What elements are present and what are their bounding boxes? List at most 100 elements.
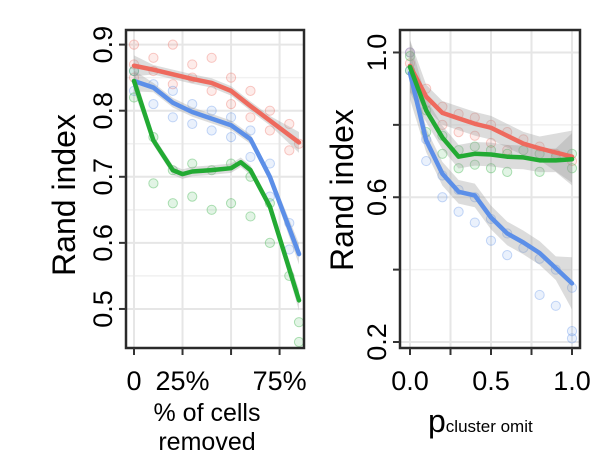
data-point [421, 155, 432, 167]
data-point [469, 159, 480, 170]
data-point [437, 192, 448, 203]
trend-line [131, 63, 302, 145]
x-tick-label: 75% [253, 366, 307, 396]
data-point [437, 119, 448, 130]
data-point [167, 85, 178, 96]
data-point [264, 125, 275, 136]
panel-left: 0.5 0.6 0.7 0.8 0.9 0 25% 75% Rand index % of c… [46, 26, 307, 456]
data-point [245, 151, 256, 163]
data-point [187, 118, 198, 130]
data-point [245, 85, 256, 96]
data-point [128, 39, 140, 50]
data-point [469, 217, 480, 228]
data-point [485, 137, 497, 149]
y-tick-label: 0.5 [88, 290, 118, 328]
data-point [225, 72, 237, 83]
data-point [148, 52, 159, 63]
data-point [453, 126, 464, 138]
trend-line [131, 78, 302, 257]
data-point [187, 98, 198, 110]
data-point [485, 163, 497, 174]
data-point [566, 326, 578, 337]
data-point [534, 289, 545, 301]
data-point [453, 163, 464, 174]
data-point [284, 145, 295, 156]
left-ticks: 0.5 0.6 0.7 0.8 0.9 0 25% 75% [88, 26, 307, 396]
data-point [206, 105, 217, 116]
data-point [453, 206, 464, 217]
data-point [264, 237, 275, 248]
data-point [485, 235, 497, 246]
data-point [404, 47, 416, 58]
panel-right: 0.2 0.6 1.0 0.0 0.5 1.0 Rand index pcluster o… [324, 28, 591, 439]
right-x-axis-label: pcluster omit [428, 403, 533, 439]
right-ticks: 0.2 0.6 1.0 0.0 0.5 1.0 [362, 34, 591, 396]
data-point [167, 39, 178, 50]
right-y-axis-label: Rand index [324, 109, 360, 271]
data-point [187, 191, 198, 202]
data-point [206, 52, 217, 63]
right-x-axis-label-main: p [428, 403, 446, 439]
data-point [225, 198, 237, 209]
data-point [206, 125, 217, 136]
data-point [566, 333, 578, 344]
data-point [245, 112, 256, 123]
data-point [225, 132, 237, 143]
data-point [566, 163, 578, 174]
x-tick-label: 0 [126, 366, 141, 396]
data-point [225, 98, 237, 110]
left-y-axis-label: Rand index [46, 114, 82, 276]
data-point [284, 118, 295, 130]
data-point [245, 211, 256, 222]
left-x-axis-label-line1: % of cells [154, 399, 261, 427]
data-point [167, 79, 178, 90]
data-point [167, 198, 178, 209]
data-point [167, 112, 178, 123]
y-tick-label: 0.9 [88, 26, 118, 64]
trend-line [131, 78, 302, 303]
y-tick-label: 0.2 [362, 323, 392, 361]
data-point [245, 125, 256, 136]
data-point [293, 317, 305, 328]
data-point [264, 105, 275, 116]
x-tick-label: 25% [156, 366, 210, 396]
trend-line [407, 70, 575, 286]
right-gridlines [400, 30, 580, 348]
data-point [469, 141, 480, 152]
right-x-axis-label-sub: cluster omit [446, 417, 533, 436]
data-point [404, 47, 416, 58]
confidence-band [410, 47, 572, 310]
data-point [225, 112, 237, 123]
data-point [206, 85, 217, 96]
confidence-band [134, 55, 299, 153]
data-point [187, 158, 198, 169]
data-point [469, 130, 480, 141]
data-point [187, 59, 198, 70]
left-x-axis-label-line2: removed [158, 428, 255, 456]
y-tick-label: 0.6 [88, 224, 118, 262]
x-tick-label: 0.5 [472, 366, 510, 396]
left-gridlines [126, 30, 304, 348]
data-point [148, 178, 159, 189]
data-point [148, 98, 159, 110]
data-point [502, 250, 513, 261]
left-plot-frame [124, 28, 306, 350]
y-tick-label: 0.6 [362, 178, 392, 216]
y-tick-label: 0.7 [88, 158, 118, 196]
right-trend-lines [407, 63, 575, 286]
data-point [206, 204, 217, 215]
trend-line [407, 63, 575, 159]
data-point [437, 148, 448, 159]
y-tick-label: 0.8 [88, 92, 118, 130]
trend-line [407, 64, 575, 163]
data-point [293, 336, 305, 348]
data-point [502, 166, 513, 178]
left-trend-lines [131, 63, 302, 303]
data-point [550, 300, 561, 311]
x-tick-label: 1.0 [553, 366, 591, 396]
y-tick-label: 1.0 [362, 34, 392, 72]
data-point [404, 50, 416, 62]
x-tick-label: 0.0 [391, 366, 429, 396]
data-point [534, 166, 545, 178]
